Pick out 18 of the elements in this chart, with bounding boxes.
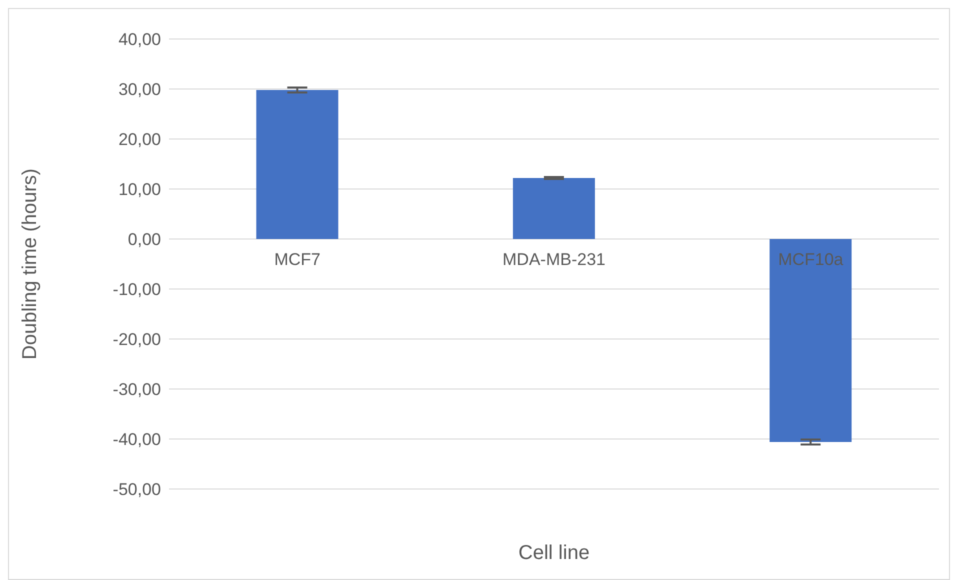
y-axis-title: Doubling time (hours) [19, 168, 42, 360]
y-tick-label: 40,00 [118, 30, 161, 50]
y-tick-label: -50,00 [112, 480, 161, 500]
y-tick-label: 30,00 [118, 80, 161, 100]
y-tick-label: -30,00 [112, 380, 161, 400]
bar [770, 239, 852, 442]
y-tick-label: -10,00 [112, 280, 161, 300]
y-tick-label: 10,00 [118, 180, 161, 200]
x-tick-label: MCF10a [778, 250, 844, 269]
x-tick-label: MDA-MB-231 [502, 250, 606, 269]
x-tick-label: MCF7 [274, 250, 320, 269]
y-tick-label: 0,00 [128, 230, 161, 250]
y-tick-label: 20,00 [118, 130, 161, 150]
y-tick-label: -20,00 [112, 330, 161, 350]
bar [512, 178, 595, 239]
y-tick-label: -40,00 [112, 430, 161, 450]
x-axis-title: Cell line [518, 542, 590, 564]
bar [256, 90, 338, 239]
